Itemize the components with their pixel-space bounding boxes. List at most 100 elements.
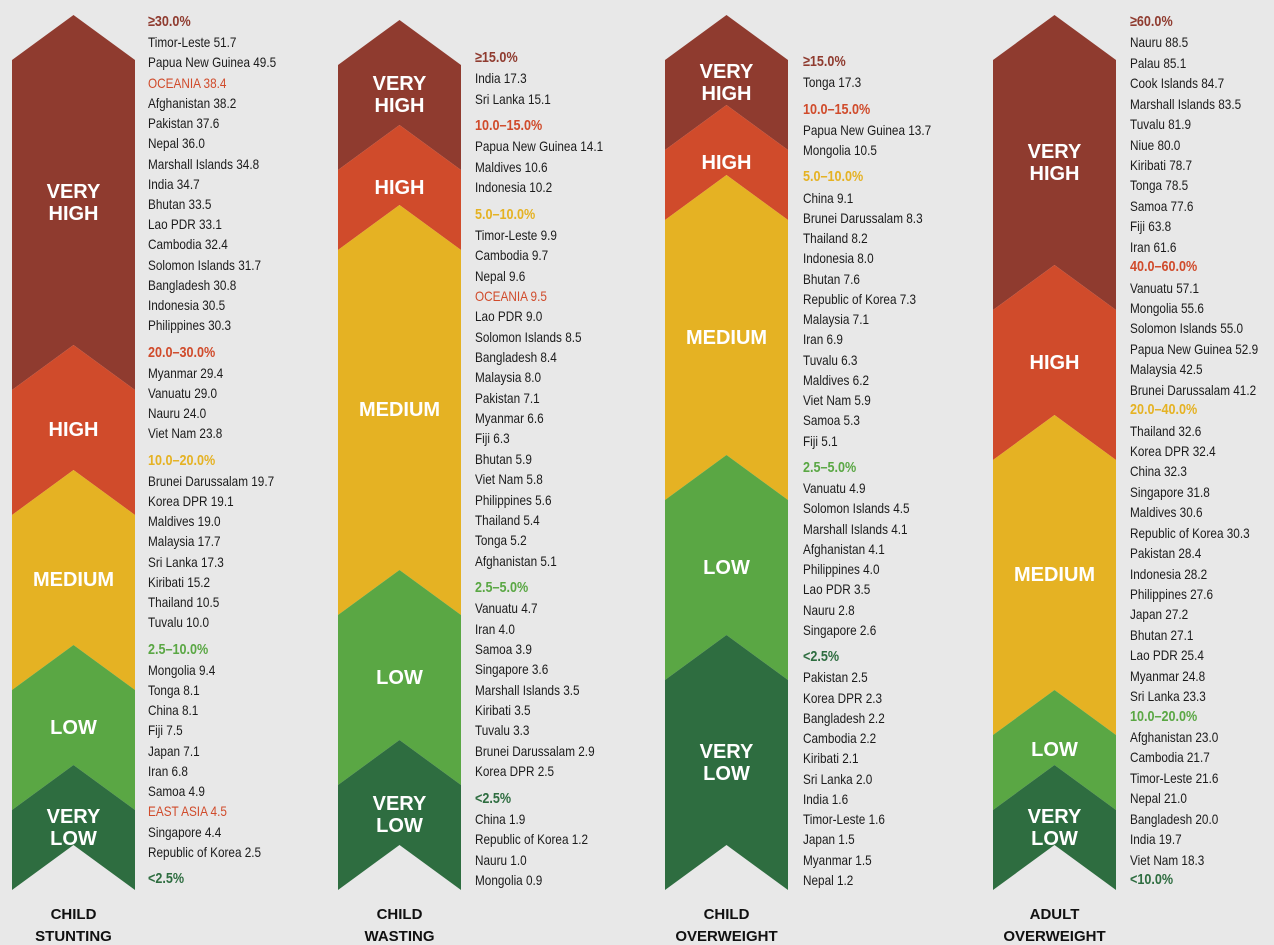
entry: Samoa 4.9 xyxy=(148,783,205,800)
entry: China 9.1 xyxy=(803,189,854,206)
range-header: 5.0–10.0% xyxy=(475,205,536,223)
level-segment xyxy=(665,635,788,890)
entry: Bhutan 33.5 xyxy=(148,195,212,212)
entry: Iran 4.0 xyxy=(475,620,515,637)
level-label: HIGH xyxy=(338,177,461,199)
level-segment xyxy=(338,20,461,170)
entry: India 1.6 xyxy=(803,790,849,807)
entry: Tuvalu 81.9 xyxy=(1130,116,1192,133)
entry: Tuvalu 10.0 xyxy=(148,614,210,631)
entry: Niue 80.0 xyxy=(1130,136,1181,153)
entry: Mongolia 0.9 xyxy=(475,872,543,888)
entry: Solomon Islands 8.5 xyxy=(475,328,582,345)
entry: Cambodia 32.4 xyxy=(148,236,228,253)
level-label: VERY LOW xyxy=(665,741,788,785)
entry: Indonesia 10.2 xyxy=(475,179,553,196)
range-header: 20.0–40.0% xyxy=(1130,401,1198,419)
level-text: MEDIUM xyxy=(358,399,441,421)
entry: India 19.7 xyxy=(1130,831,1182,848)
level-segment xyxy=(993,265,1116,460)
level-label: VERY HIGH xyxy=(665,61,788,105)
entry: Indonesia 28.2 xyxy=(1130,565,1208,582)
level-label: LOW xyxy=(665,557,788,579)
entry: Cook Islands 84.7 xyxy=(1130,75,1225,92)
level-text: VERY HIGH xyxy=(699,60,754,105)
entry: Tonga 17.3 xyxy=(803,74,862,91)
entry: Marshall Islands 3.5 xyxy=(475,681,580,698)
level-text: HIGH xyxy=(701,151,752,174)
entry: Bhutan 7.6 xyxy=(803,270,860,287)
level-segment xyxy=(12,345,135,515)
entry: Tonga 5.2 xyxy=(475,532,527,549)
entry: Iran 61.6 xyxy=(1130,238,1177,255)
level-segment xyxy=(993,690,1116,810)
entry: Sri Lanka 23.3 xyxy=(1130,688,1206,705)
level-label: MEDIUM xyxy=(338,399,461,421)
entry: Samoa 5.3 xyxy=(803,412,860,429)
entry: India 17.3 xyxy=(475,70,527,87)
level-label: MEDIUM xyxy=(665,327,788,349)
range-header: <2.5% xyxy=(803,648,840,666)
entry: OCEANIA 9.5 xyxy=(475,287,547,304)
range-header: 2.5–5.0% xyxy=(475,578,529,596)
entry: Viet Nam 18.3 xyxy=(1130,851,1205,868)
entry: Korea DPR 2.5 xyxy=(475,763,555,780)
entry: Singapore 31.8 xyxy=(1130,483,1210,500)
level-segment xyxy=(665,175,788,500)
level-segment xyxy=(338,125,461,250)
entry: Maldives 10.6 xyxy=(475,158,548,175)
entry: Bhutan 5.9 xyxy=(475,450,532,467)
entry: Nepal 36.0 xyxy=(148,135,205,152)
level-text: HIGH xyxy=(1029,351,1080,374)
level-label: VERY HIGH xyxy=(993,141,1116,185)
entry: Pakistan 37.6 xyxy=(148,115,220,132)
column-title: CHILD xyxy=(703,906,750,923)
entry: Papua New Guinea 52.9 xyxy=(1130,340,1259,357)
column-title: CHILD xyxy=(376,906,423,923)
level-text: VERY HIGH xyxy=(372,73,427,117)
entry: Pakistan 7.1 xyxy=(475,389,540,406)
entry: Kiribati 78.7 xyxy=(1130,157,1193,173)
entry: Timor-Leste 1.6 xyxy=(803,811,885,828)
level-label: LOW xyxy=(338,667,461,689)
entry: Cambodia 2.2 xyxy=(803,730,877,747)
range-header: <10.0% xyxy=(1130,871,1174,888)
entry: Brunei Darussalam 8.3 xyxy=(803,209,923,226)
entry: Vanuatu 57.1 xyxy=(1130,279,1200,296)
entry: Malaysia 8.0 xyxy=(475,369,542,386)
entry: Papua New Guinea 49.5 xyxy=(148,54,277,71)
entry: Afghanistan 5.1 xyxy=(475,552,557,569)
level-segment xyxy=(338,205,461,615)
range-header: 20.0–30.0% xyxy=(148,343,216,361)
level-text: LOW xyxy=(703,556,750,579)
entry: Maldives 19.0 xyxy=(148,513,221,530)
entry: Philippines 5.6 xyxy=(475,491,552,508)
level-label: LOW xyxy=(993,739,1116,761)
entry: Lao PDR 9.0 xyxy=(475,308,543,325)
entry: Papua New Guinea 13.7 xyxy=(803,121,932,138)
entry: Philippines 27.6 xyxy=(1130,586,1214,602)
entry: China 8.1 xyxy=(148,702,199,719)
range-header: 10.0–20.0% xyxy=(148,451,216,469)
level-text: VERY HIGH xyxy=(1027,140,1082,185)
entry: Republic of Korea 7.3 xyxy=(803,290,917,307)
level-text: HIGH xyxy=(48,419,99,441)
entry: Singapore 3.6 xyxy=(475,661,549,678)
level-text: VERY LOW xyxy=(372,793,427,837)
level-text: VERY HIGH xyxy=(46,180,101,225)
column-title: ADULT xyxy=(1029,906,1080,923)
entry: Timor-Leste 9.9 xyxy=(475,226,557,243)
entry: Cambodia 21.7 xyxy=(1130,749,1210,766)
entry: Malaysia 7.1 xyxy=(803,311,870,328)
level-text: LOW xyxy=(50,716,97,739)
entry: Kiribati 15.2 xyxy=(148,573,211,590)
entry: Tuvalu 3.3 xyxy=(475,722,530,739)
level-label: VERY LOW xyxy=(338,793,461,837)
entry: Samoa 3.9 xyxy=(475,641,532,658)
entry: Afghanistan 23.0 xyxy=(1130,729,1219,745)
entry: EAST ASIA 4.5 xyxy=(148,803,227,820)
entry: Brunei Darussalam 19.7 xyxy=(148,472,275,489)
entry: Fiji 63.8 xyxy=(1130,218,1172,235)
